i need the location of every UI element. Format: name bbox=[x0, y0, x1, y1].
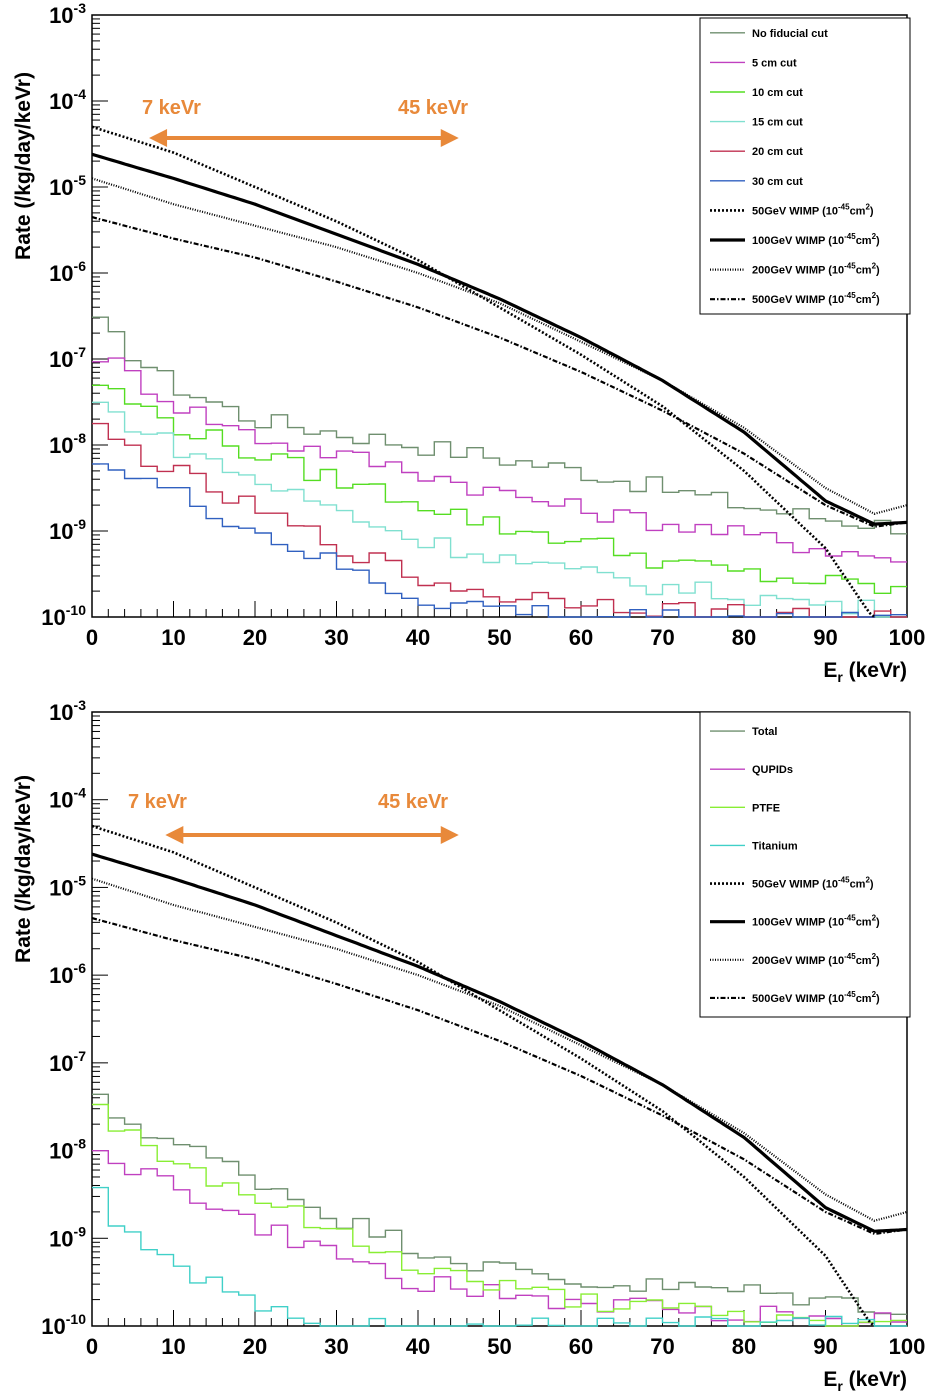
series-group bbox=[91, 824, 908, 1327]
legend: Total QUPIDs PTFE Titanium 50GeV WIMP (10-45… bbox=[699, 711, 911, 1018]
x-tick-label: 0 bbox=[86, 1334, 98, 1359]
legend-entry-label: Total bbox=[752, 726, 777, 738]
series-line-30-cm-cut bbox=[92, 463, 907, 618]
y-tick-label: 10-3 bbox=[49, 697, 86, 725]
y-axis-title: Rate (/kg/day/keVr) bbox=[12, 775, 35, 963]
series-line-wimp-5 bbox=[91, 852, 908, 1233]
y-axis-title: Rate (/kg/day/keVr) bbox=[12, 72, 35, 260]
legend-entry-label: 100GeV WIMP (10-45cm2) bbox=[752, 914, 880, 929]
series-line-wimp-7 bbox=[91, 917, 908, 1236]
x-tick-label: 10 bbox=[161, 1334, 185, 1359]
x-tick-label: 90 bbox=[813, 625, 837, 650]
annotation-label-right: 45 keVr bbox=[378, 791, 448, 813]
x-tick-label: 100 bbox=[889, 625, 926, 650]
y-tick-label: 10-6 bbox=[49, 960, 86, 988]
legend-entry-label: 100GeV WIMP (10-45cm2) bbox=[752, 232, 880, 247]
energy-window-annotation: 7 keVr 45 keVr bbox=[142, 97, 468, 147]
panel-top: 10-10 10-9 10-8 10-7 10-6 10-5 10-4 10-3 0 10 20 30… bbox=[12, 0, 925, 685]
legend-box bbox=[699, 711, 911, 1018]
y-tick-label: 10-3 bbox=[49, 0, 86, 28]
series-line-20-cm-cut bbox=[92, 422, 907, 618]
x-axis-title: Er (keVr) bbox=[823, 659, 907, 685]
series-line-no-fiducial-cut bbox=[92, 316, 907, 535]
x-tick-label: 70 bbox=[650, 625, 674, 650]
x-tick-label: 40 bbox=[406, 625, 430, 650]
x-tick-label: 90 bbox=[813, 1334, 837, 1359]
y-tick-label: 10-4 bbox=[49, 86, 86, 114]
annotation-arrowhead-right bbox=[440, 826, 459, 844]
legend-entry-label: 50GeV WIMP (10-45cm2) bbox=[752, 876, 874, 891]
series-line-total bbox=[92, 1093, 907, 1315]
legend-box bbox=[699, 17, 911, 315]
legend-entry-label: 200GeV WIMP (10-45cm2) bbox=[752, 952, 880, 967]
x-axis-title: Er (keVr) bbox=[823, 1368, 907, 1393]
y-tick-label: 10-6 bbox=[49, 258, 86, 286]
x-tick-label: 20 bbox=[243, 625, 267, 650]
series-line-10-cm-cut bbox=[92, 384, 907, 594]
x-tick-label: 70 bbox=[650, 1334, 674, 1359]
x-tick-label: 50 bbox=[487, 625, 511, 650]
legend: No fiducial cut 5 cm cut 10 cm cut 15 cm cu… bbox=[699, 17, 911, 315]
annotation-label-left: 7 keVr bbox=[142, 97, 201, 119]
panel-bottom: 10-10 10-9 10-8 10-7 10-6 10-5 10-4 10-3 0 10 20 30… bbox=[12, 697, 925, 1393]
y-tick-label: 10-5 bbox=[49, 872, 86, 900]
x-tick-label: 20 bbox=[243, 1334, 267, 1359]
series-line-titanium bbox=[92, 1186, 907, 1327]
x-axis: 0 10 20 30 40 50 60 70 80 90 100 Er (keVr) bbox=[86, 1310, 925, 1393]
y-tick-label: 10-8 bbox=[49, 1136, 86, 1164]
energy-window-annotation: 7 keVr 45 keVr bbox=[128, 791, 459, 844]
series-line-wimp-6 bbox=[91, 125, 876, 619]
legend-entry-label: PTFE bbox=[752, 802, 780, 814]
annotation-label-right: 45 keVr bbox=[398, 97, 468, 119]
x-tick-label: 50 bbox=[487, 1334, 511, 1359]
x-tick-label: 60 bbox=[569, 1334, 593, 1359]
legend-entry-label: No fiducial cut bbox=[752, 28, 828, 40]
y-axis: 10-10 10-9 10-8 10-7 10-6 10-5 10-4 10-3 bbox=[41, 697, 108, 1339]
series-line-qupids bbox=[92, 1150, 907, 1327]
y-tick-label: 10-7 bbox=[49, 1048, 86, 1076]
y-axis: 10-10 10-9 10-8 10-7 10-6 10-5 10-4 10-3 bbox=[41, 0, 108, 630]
annotation-arrowhead-right bbox=[440, 129, 459, 147]
series-group bbox=[91, 125, 908, 619]
legend-entry-label: 500GeV WIMP (10-45cm2) bbox=[752, 291, 880, 306]
y-tick-label: 10-9 bbox=[49, 1223, 86, 1251]
series-line-5-cm-cut bbox=[92, 357, 907, 563]
legend-entry-label: Titanium bbox=[752, 840, 798, 852]
legend-entry-label: 500GeV WIMP (10-45cm2) bbox=[752, 990, 880, 1005]
x-tick-label: 60 bbox=[569, 625, 593, 650]
series-line-15-cm-cut bbox=[92, 401, 907, 618]
series-line-wimp-7 bbox=[91, 152, 908, 526]
x-tick-label: 0 bbox=[86, 625, 98, 650]
series-line-wimp-9 bbox=[91, 216, 908, 528]
x-tick-label: 10 bbox=[161, 625, 185, 650]
x-tick-label: 30 bbox=[324, 1334, 348, 1359]
x-tick-label: 80 bbox=[732, 625, 756, 650]
legend-entry-label: 10 cm cut bbox=[752, 87, 803, 99]
legend-entry-label: 200GeV WIMP (10-45cm2) bbox=[752, 262, 880, 277]
x-tick-label: 100 bbox=[889, 1334, 926, 1359]
legend-entry-label: 50GeV WIMP (10-45cm2) bbox=[752, 202, 874, 217]
x-tick-label: 80 bbox=[732, 1334, 756, 1359]
y-tick-label: 10-10 bbox=[41, 1311, 86, 1339]
annotation-label-left: 7 keVr bbox=[128, 791, 187, 813]
legend-entry-label: 5 cm cut bbox=[752, 57, 797, 69]
y-tick-label: 10-5 bbox=[49, 172, 86, 200]
annotation-arrowhead-left bbox=[149, 129, 168, 147]
x-tick-label: 40 bbox=[406, 1334, 430, 1359]
legend-entry-label: 20 cm cut bbox=[752, 146, 803, 158]
legend-entry-label: 30 cm cut bbox=[752, 176, 803, 188]
y-tick-label: 10-7 bbox=[49, 344, 86, 372]
legend-entry-label: 15 cm cut bbox=[752, 117, 803, 129]
y-tick-label: 10-4 bbox=[49, 785, 86, 813]
x-tick-label: 30 bbox=[324, 625, 348, 650]
y-tick-label: 10-10 bbox=[41, 602, 86, 630]
annotation-arrowhead-left bbox=[165, 826, 184, 844]
y-tick-label: 10-8 bbox=[49, 430, 86, 458]
y-tick-label: 10-9 bbox=[49, 516, 86, 544]
legend-entry-label: QUPIDs bbox=[752, 764, 793, 776]
